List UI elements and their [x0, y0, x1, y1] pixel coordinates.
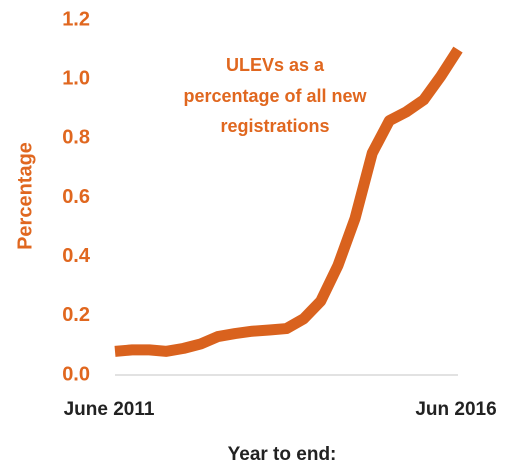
y-tick-label: 0.0	[62, 363, 90, 385]
x-tick-label: June 2011	[64, 399, 155, 420]
annotation: ULEVs as a	[226, 55, 325, 75]
y-axis-label: Percentage	[14, 142, 36, 250]
data-line	[114, 46, 463, 357]
y-tick-label: 0.6	[62, 186, 90, 208]
annotation: registrations	[220, 116, 329, 136]
x-axis-label: Year to end:	[228, 444, 337, 465]
y-tick-label: 0.4	[62, 245, 91, 267]
annotation: percentage of all new	[183, 86, 367, 106]
y-tick-label: 0.2	[62, 304, 90, 326]
y-tick-label: 0.8	[62, 127, 90, 149]
y-tick-label: 1.0	[62, 67, 90, 89]
x-tick-label: Jun 2016	[415, 399, 496, 420]
y-tick-label: 1.2	[62, 8, 90, 30]
